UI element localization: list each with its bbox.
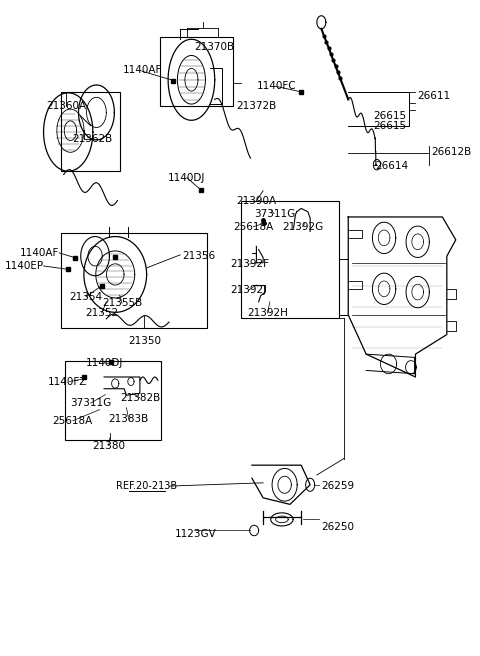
Text: 26612B: 26612B (431, 147, 471, 157)
Text: 25618A: 25618A (52, 416, 93, 426)
Bar (240, 201, 339, 318)
Text: 21352: 21352 (85, 308, 119, 318)
Text: 1140AF: 1140AF (20, 248, 59, 258)
Text: 21380: 21380 (92, 441, 125, 451)
Bar (61, 92, 120, 171)
Text: 1123GV: 1123GV (175, 529, 217, 539)
Text: 37311G: 37311G (70, 398, 111, 408)
Text: 21383B: 21383B (108, 415, 149, 424)
Bar (160, 37, 233, 106)
Text: 26250: 26250 (321, 522, 354, 532)
Text: 21392J: 21392J (231, 285, 267, 295)
Text: 1140FC: 1140FC (257, 81, 296, 91)
Text: 21354: 21354 (70, 292, 103, 302)
Text: 1140DJ: 1140DJ (168, 173, 205, 183)
Text: 21390A: 21390A (236, 195, 276, 205)
Text: 26615: 26615 (373, 121, 406, 131)
Text: 25618A: 25618A (233, 222, 274, 232)
Text: 21370B: 21370B (194, 42, 234, 52)
Text: 1140FZ: 1140FZ (48, 377, 87, 386)
Text: 21392G: 21392G (282, 222, 323, 232)
Bar (65, 361, 161, 440)
Text: 21360A: 21360A (46, 101, 86, 111)
Text: 21350: 21350 (128, 336, 161, 346)
Text: 26614: 26614 (375, 161, 408, 171)
Text: 21355B: 21355B (102, 298, 142, 308)
Text: 21372B: 21372B (236, 101, 276, 111)
Text: REF.20-213B: REF.20-213B (116, 481, 177, 491)
Text: 1140DJ: 1140DJ (85, 358, 123, 367)
Text: 21382B: 21382B (120, 393, 160, 403)
Text: 26615: 26615 (373, 111, 406, 121)
Text: 21392F: 21392F (230, 259, 269, 269)
Text: 21362B: 21362B (72, 134, 113, 144)
Text: 1140AF: 1140AF (122, 65, 162, 75)
Text: 26259: 26259 (321, 481, 355, 491)
Text: 1140EP: 1140EP (4, 261, 44, 271)
Text: 21392H: 21392H (247, 308, 288, 318)
Text: 37311G: 37311G (254, 209, 295, 218)
Text: 21356: 21356 (182, 251, 216, 261)
Text: 26611: 26611 (418, 91, 451, 101)
Bar (60, 234, 207, 328)
